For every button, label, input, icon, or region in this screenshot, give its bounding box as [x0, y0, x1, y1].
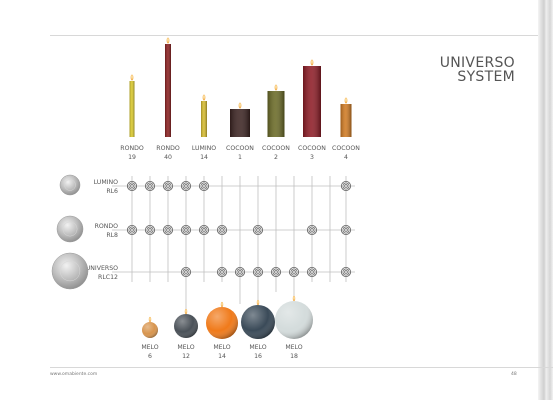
compat-marker-icon — [127, 180, 138, 191]
flame-icon — [220, 301, 224, 308]
flame-icon — [344, 97, 348, 104]
candle-cocoon-4 — [340, 97, 352, 137]
candle-rondo-19 — [129, 74, 135, 137]
melo-size-label: 16 — [254, 353, 262, 360]
compat-marker-icon — [306, 224, 317, 235]
holder-code-label: RLC12 — [98, 274, 118, 281]
page-edge-decoration — [538, 0, 553, 400]
compat-marker-icon — [252, 224, 263, 235]
melo-size-label: 14 — [218, 353, 226, 360]
candle-cocoon-2 — [267, 84, 285, 137]
bottom-divider — [50, 367, 553, 368]
title-line-1: UNIVERSO — [439, 55, 515, 71]
melo-name-label: MELO — [177, 344, 194, 351]
compat-marker-icon — [198, 180, 209, 191]
flame-icon — [274, 84, 278, 91]
compat-marker-icon — [127, 224, 138, 235]
holder-name-label: RONDO — [95, 223, 119, 230]
melo-name-label: MELO — [141, 344, 158, 351]
melo-name-label: MELO — [213, 344, 230, 351]
candle-size-label: 1 — [238, 154, 242, 161]
compat-marker-icon — [234, 266, 245, 277]
compat-marker-icon — [180, 266, 191, 277]
flame-icon — [202, 94, 206, 101]
compat-marker-icon — [270, 266, 281, 277]
candle-size-label: 2 — [274, 154, 278, 161]
compat-marker-icon — [340, 180, 351, 191]
holder-code-label: RL6 — [106, 188, 118, 195]
melo-ball-6 — [142, 316, 158, 338]
compat-marker-icon — [198, 224, 209, 235]
top-divider — [50, 35, 553, 36]
title-line-2: SYSTEM — [457, 69, 515, 85]
compat-marker-icon — [162, 224, 173, 235]
flame-icon — [184, 308, 188, 315]
footer-url: www.omabiente.com — [50, 372, 98, 377]
compat-marker-icon — [288, 266, 299, 277]
candle-size-label: 14 — [200, 154, 208, 161]
flame-icon — [130, 74, 134, 81]
candle-name-label: RONDO — [120, 145, 144, 152]
compat-marker-icon — [162, 180, 173, 191]
melo-size-label: 12 — [182, 353, 190, 360]
candle-size-label: 3 — [310, 154, 314, 161]
holder-rl8 — [56, 215, 84, 243]
melo-ball-16 — [241, 299, 275, 339]
holder-name-label: LUMINO — [94, 179, 118, 186]
holder-rlc12 — [51, 252, 89, 290]
candle-size-label: 40 — [164, 154, 172, 161]
compat-marker-icon — [144, 180, 155, 191]
melo-ball-18 — [275, 295, 313, 339]
candle-cocoon-1 — [230, 102, 250, 137]
page-number: 48 — [511, 372, 517, 377]
candle-name-label: COCOON — [332, 145, 360, 152]
compat-marker-icon — [216, 266, 227, 277]
flame-icon — [292, 295, 296, 302]
flame-icon — [256, 299, 260, 306]
melo-name-label: MELO — [249, 344, 266, 351]
compat-marker-icon — [180, 180, 191, 191]
melo-name-label: MELO — [285, 344, 302, 351]
flame-icon — [310, 59, 314, 66]
compat-marker-icon — [340, 266, 351, 277]
holder-name-label: UNIVERSO — [86, 265, 118, 272]
candle-lumino-14 — [201, 94, 207, 137]
candle-cocoon-3 — [303, 59, 321, 137]
melo-ball-14 — [206, 301, 238, 339]
compat-marker-icon — [306, 266, 317, 277]
melo-size-label: 6 — [148, 353, 152, 360]
flame-icon — [166, 37, 170, 44]
holder-rl6 — [59, 174, 81, 196]
candle-name-label: COCOON — [262, 145, 290, 152]
holder-code-label: RL8 — [106, 232, 118, 239]
flame-icon — [148, 316, 152, 323]
candle-rondo-40 — [165, 37, 171, 137]
compat-marker-icon — [144, 224, 155, 235]
compat-marker-icon — [340, 224, 351, 235]
candle-name-label: LUMINO — [192, 145, 216, 152]
candle-name-label: RONDO — [156, 145, 180, 152]
candle-size-label: 4 — [344, 154, 348, 161]
compat-marker-icon — [180, 224, 191, 235]
candle-name-label: COCOON — [226, 145, 254, 152]
candle-name-label: COCOON — [298, 145, 326, 152]
compat-marker-icon — [216, 224, 227, 235]
candle-size-label: 19 — [128, 154, 136, 161]
melo-size-label: 18 — [290, 353, 298, 360]
melo-ball-12 — [174, 308, 198, 338]
page-title: UNIVERSO SYSTEM — [440, 56, 515, 84]
compat-marker-icon — [252, 266, 263, 277]
flame-icon — [238, 102, 242, 109]
